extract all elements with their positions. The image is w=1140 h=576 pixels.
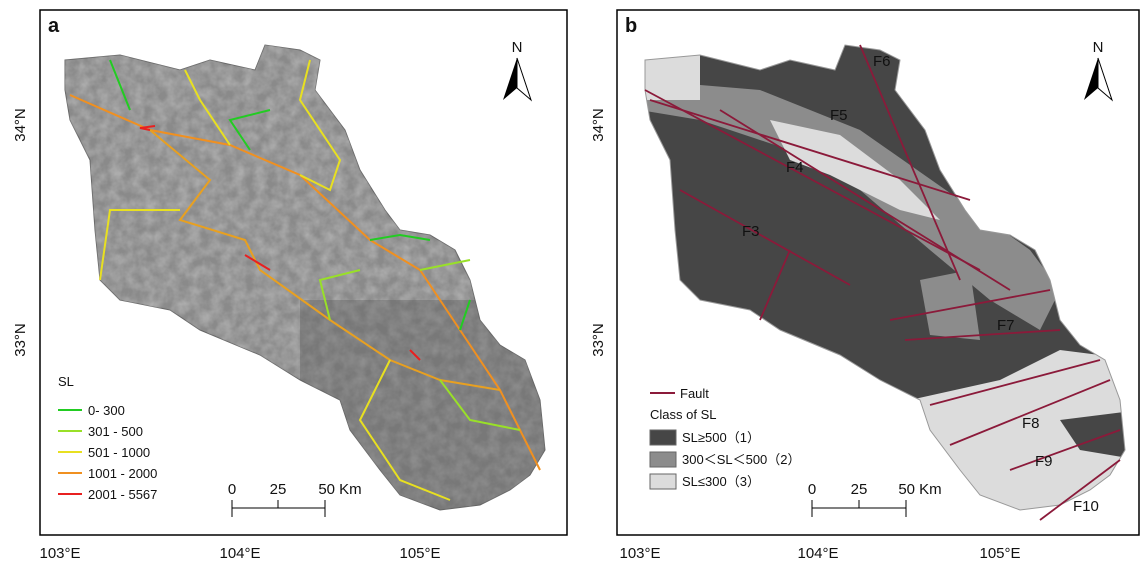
x-tick-label: 104°E: [797, 545, 838, 562]
legend: SL≥500（1） 300＜SL＜500（2） SL≤300（3）: [649, 429, 801, 490]
north-arrow: [1084, 58, 1098, 100]
north-label: N: [1093, 39, 1104, 56]
legend-label: SL≥500（1）: [682, 430, 760, 445]
panel-frame: [616, 9, 1140, 536]
legend: 0- 300 301 - 500 501 - 1000 1001 - 2000 2001…: [58, 403, 157, 502]
scale-label: 50 Km: [898, 481, 941, 498]
x-tick-label: 103°E: [39, 545, 80, 562]
north-label: N: [512, 39, 523, 56]
panel-frame: [39, 9, 568, 536]
y-tick-label: 34°N: [12, 108, 29, 142]
legend-swatch: [649, 451, 677, 468]
fault-label: F8: [1022, 415, 1040, 432]
fault-lines: [644, 44, 1121, 521]
legend-label: 1001 - 2000: [88, 466, 157, 481]
x-tick-label: 105°E: [979, 545, 1020, 562]
legend-label: 2001 - 5567: [88, 487, 157, 502]
fault-label: F4: [786, 159, 804, 176]
x-tick-label: 103°E: [619, 545, 660, 562]
north-arrow: [516, 57, 533, 102]
y-tick-label: 33°N: [12, 323, 29, 357]
legend-label: 301 - 500: [88, 424, 143, 439]
legend-swatch: [649, 473, 677, 490]
fault-label: F6: [873, 53, 891, 70]
river-network: [69, 59, 541, 501]
fault-label: F5: [830, 107, 848, 124]
north-arrow: [503, 58, 517, 100]
scale-label: 0: [808, 481, 816, 498]
legend-label: Fault: [680, 386, 709, 401]
scale-label: 0: [228, 481, 236, 498]
fault-label: F9: [1035, 453, 1053, 470]
panel-label: a: [48, 15, 60, 37]
scale-label: 50 Km: [318, 481, 361, 498]
north-arrow: [1097, 57, 1114, 102]
scale-label: 25: [851, 481, 868, 498]
fault-label: F7: [997, 317, 1015, 334]
fault-label: F3: [742, 223, 760, 240]
legend-label: 0- 300: [88, 403, 125, 418]
scale-bar: [811, 500, 907, 517]
panel-label: b: [625, 15, 637, 37]
scale-label: 25: [270, 481, 287, 498]
legend-swatch: [649, 429, 677, 446]
y-tick-label: 34°N: [590, 108, 607, 142]
x-tick-label: 104°E: [219, 545, 260, 562]
y-tick-label: 33°N: [590, 323, 607, 357]
x-tick-label: 105°E: [399, 545, 440, 562]
fault-label: F10: [1073, 498, 1099, 515]
legend-label: SL≤300（3）: [682, 474, 760, 489]
legend-label: 300＜SL＜500（2）: [682, 452, 801, 467]
legend-label: 501 - 1000: [88, 445, 150, 460]
legend-title: SL: [58, 374, 74, 389]
legend-title: Class of SL: [650, 407, 716, 422]
scale-bar: [231, 500, 326, 517]
